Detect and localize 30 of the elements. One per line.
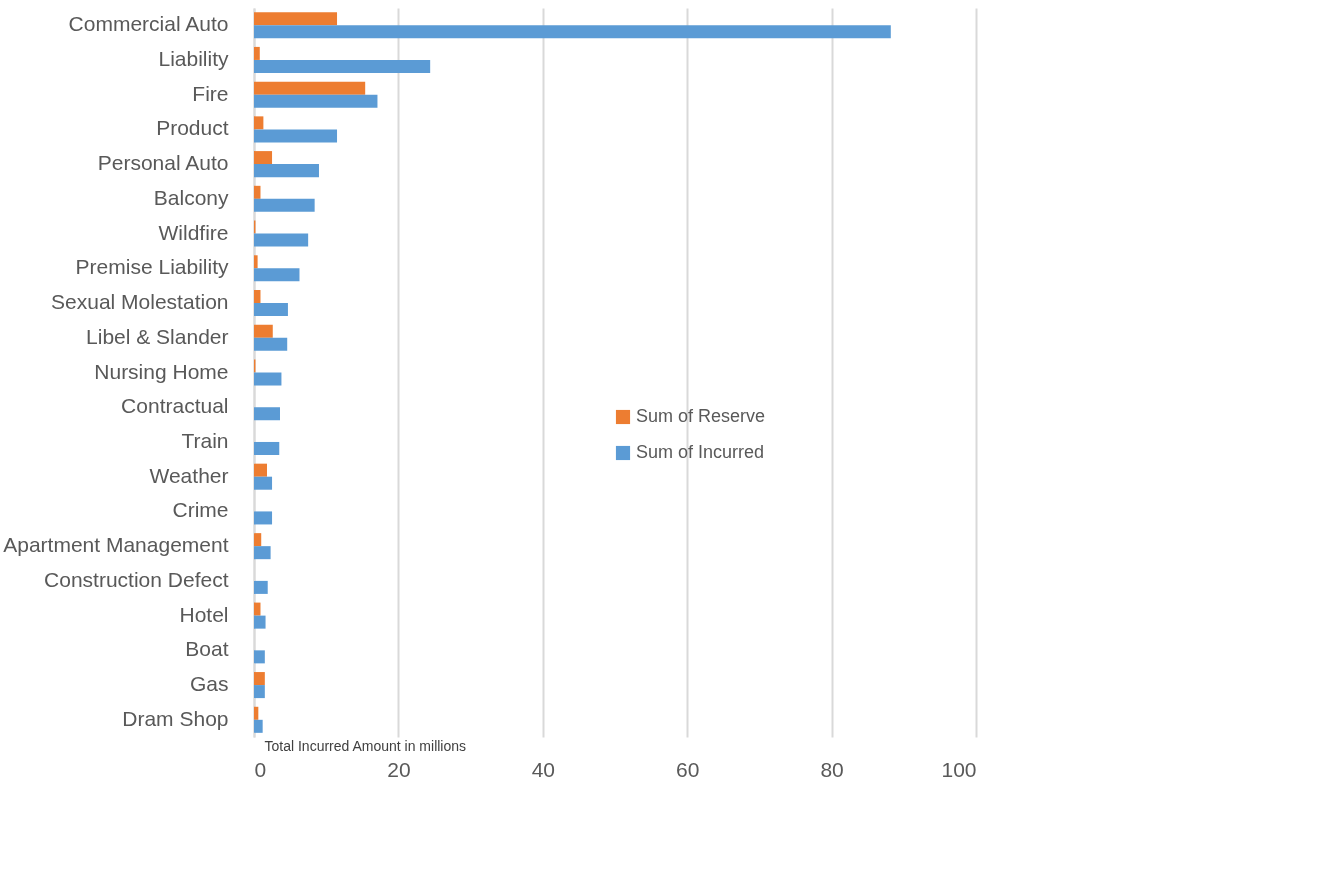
legend-label: Sum of Reserve — [636, 406, 766, 426]
x-tick-label: 0 — [254, 757, 267, 781]
y-tick-label: Premise Liability — [75, 255, 229, 279]
y-tick-label: Balcony — [153, 185, 229, 209]
y-tick-label: Construction Defect — [44, 567, 229, 591]
y-tick-label: Apartment Management — [3, 533, 229, 557]
y-tick-label: Product — [156, 116, 229, 140]
x-tick-label: 80 — [820, 757, 844, 781]
y-tick-label: Personal Auto — [97, 151, 229, 175]
y-tick-label: Wildfire — [158, 220, 229, 244]
x-tick-label: 20 — [387, 757, 411, 781]
y-tick-label: Gas — [189, 672, 229, 696]
y-tick-label: Hotel — [179, 602, 229, 626]
y-tick-label: Train — [181, 428, 229, 452]
x-tick-label: 100 — [941, 757, 977, 781]
x-axis-title: Total Incurred Amount in millions — [264, 737, 467, 754]
y-tick-label: Boat — [185, 637, 229, 661]
y-tick-label: Dram Shop — [122, 706, 229, 730]
y-tick-label: Sexual Molestation — [51, 290, 229, 314]
y-tick-label: Fire — [192, 81, 229, 105]
x-tick-label: 40 — [531, 757, 555, 781]
legend-label: Sum of Incurred — [636, 442, 765, 462]
y-tick-label: Commercial Auto — [68, 12, 229, 36]
y-tick-label: Crime — [172, 498, 229, 522]
y-tick-label: Liability — [158, 46, 229, 70]
y-tick-label: Contractual — [121, 394, 229, 418]
y-tick-label: Nursing Home — [94, 359, 229, 383]
x-tick-label: 60 — [676, 757, 700, 781]
y-tick-label: Libel & Slander — [86, 324, 229, 348]
y-tick-label: Weather — [149, 463, 229, 487]
